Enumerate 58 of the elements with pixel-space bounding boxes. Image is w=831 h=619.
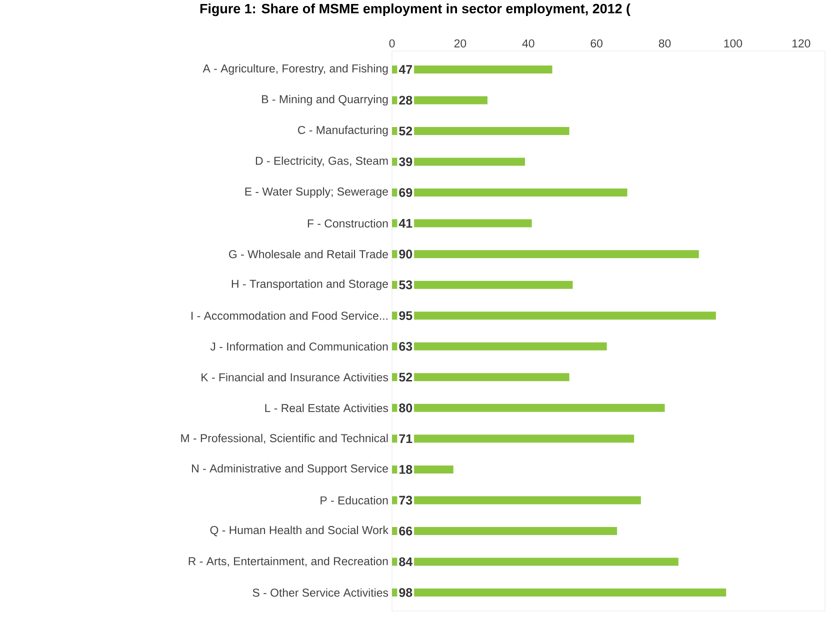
bar (392, 250, 699, 258)
x-tick-label: 60 (590, 39, 602, 48)
x-tick-label: 0 (389, 39, 395, 48)
bar (392, 312, 716, 320)
bar (392, 496, 641, 504)
y-tick-label: A - Agriculture, Forestry, and Fishing (202, 64, 388, 75)
bar (392, 526, 618, 535)
data-label: 66 (399, 526, 412, 536)
bar (392, 434, 634, 443)
y-tick-label: S - Other Service Activities (252, 588, 388, 597)
x-tick-label: 80 (658, 39, 671, 48)
data-label: 28 (399, 96, 412, 105)
y-tick-label: Q - Human Health and Social Work (210, 526, 388, 536)
data-label: 69 (399, 188, 412, 197)
y-tick-label: P - Education (320, 496, 388, 504)
x-tick-label: 120 (792, 39, 810, 48)
bar (392, 126, 570, 135)
bar (392, 188, 628, 197)
bar (392, 342, 607, 350)
y-tick-label: C - Manufacturing (298, 126, 388, 136)
data-label: 90 (399, 250, 412, 258)
y-tick-label: R - Arts, Entertainment, and Recreation (188, 556, 388, 567)
data-label: 52 (399, 372, 412, 382)
data-label: 80 (399, 404, 412, 412)
data-label: 98 (399, 588, 412, 597)
y-tick-label: B - Mining and Quarrying (262, 94, 388, 106)
x-tick-label: 20 (454, 39, 466, 48)
y-tick-label: D - Electricity, Gas, Steam (256, 156, 388, 168)
y-tick-label: K - Financial and Insurance Activities (202, 372, 388, 382)
x-tick-label: 100 (724, 39, 742, 48)
y-tick-label: L - Real Estate Activities (265, 404, 388, 412)
data-label: 84 (399, 557, 412, 566)
data-label: 47 (398, 65, 412, 74)
data-label: 73 (399, 496, 412, 505)
data-label: 53 (399, 280, 412, 290)
bar (392, 558, 678, 566)
data-label: 18 (399, 465, 412, 474)
bar (392, 373, 570, 382)
bar (392, 588, 726, 597)
y-tick-label: F - Construction (308, 219, 388, 228)
y-tick-label: E - Water Supply; Sewerage (245, 187, 388, 198)
y-tick-label: I - Accommodation and Food Service... (192, 311, 388, 320)
bar (392, 65, 552, 74)
data-label: 39 (398, 157, 412, 166)
data-label: 71 (399, 434, 412, 443)
y-tick-label: J - Information and Communication (210, 342, 388, 351)
y-tick-label: H - Transportation and Storage (232, 280, 388, 290)
x-tick-label: 40 (522, 39, 534, 48)
y-tick-label: G - Wholesale and Retail Trade (229, 250, 388, 258)
data-label: 41 (398, 219, 412, 228)
y-tick-label: M - Professional, Scientific and Technical (181, 434, 388, 444)
chart-title: Figure 1: Share of MSME employment in sector employment, 2012 ( (200, 4, 630, 16)
bar (392, 280, 573, 289)
data-label: 52 (399, 126, 412, 136)
bar (392, 404, 665, 412)
y-tick-label: N - Administrative and Support Service (192, 464, 388, 475)
data-label: 63 (399, 342, 412, 351)
data-label: 95 (399, 311, 412, 320)
